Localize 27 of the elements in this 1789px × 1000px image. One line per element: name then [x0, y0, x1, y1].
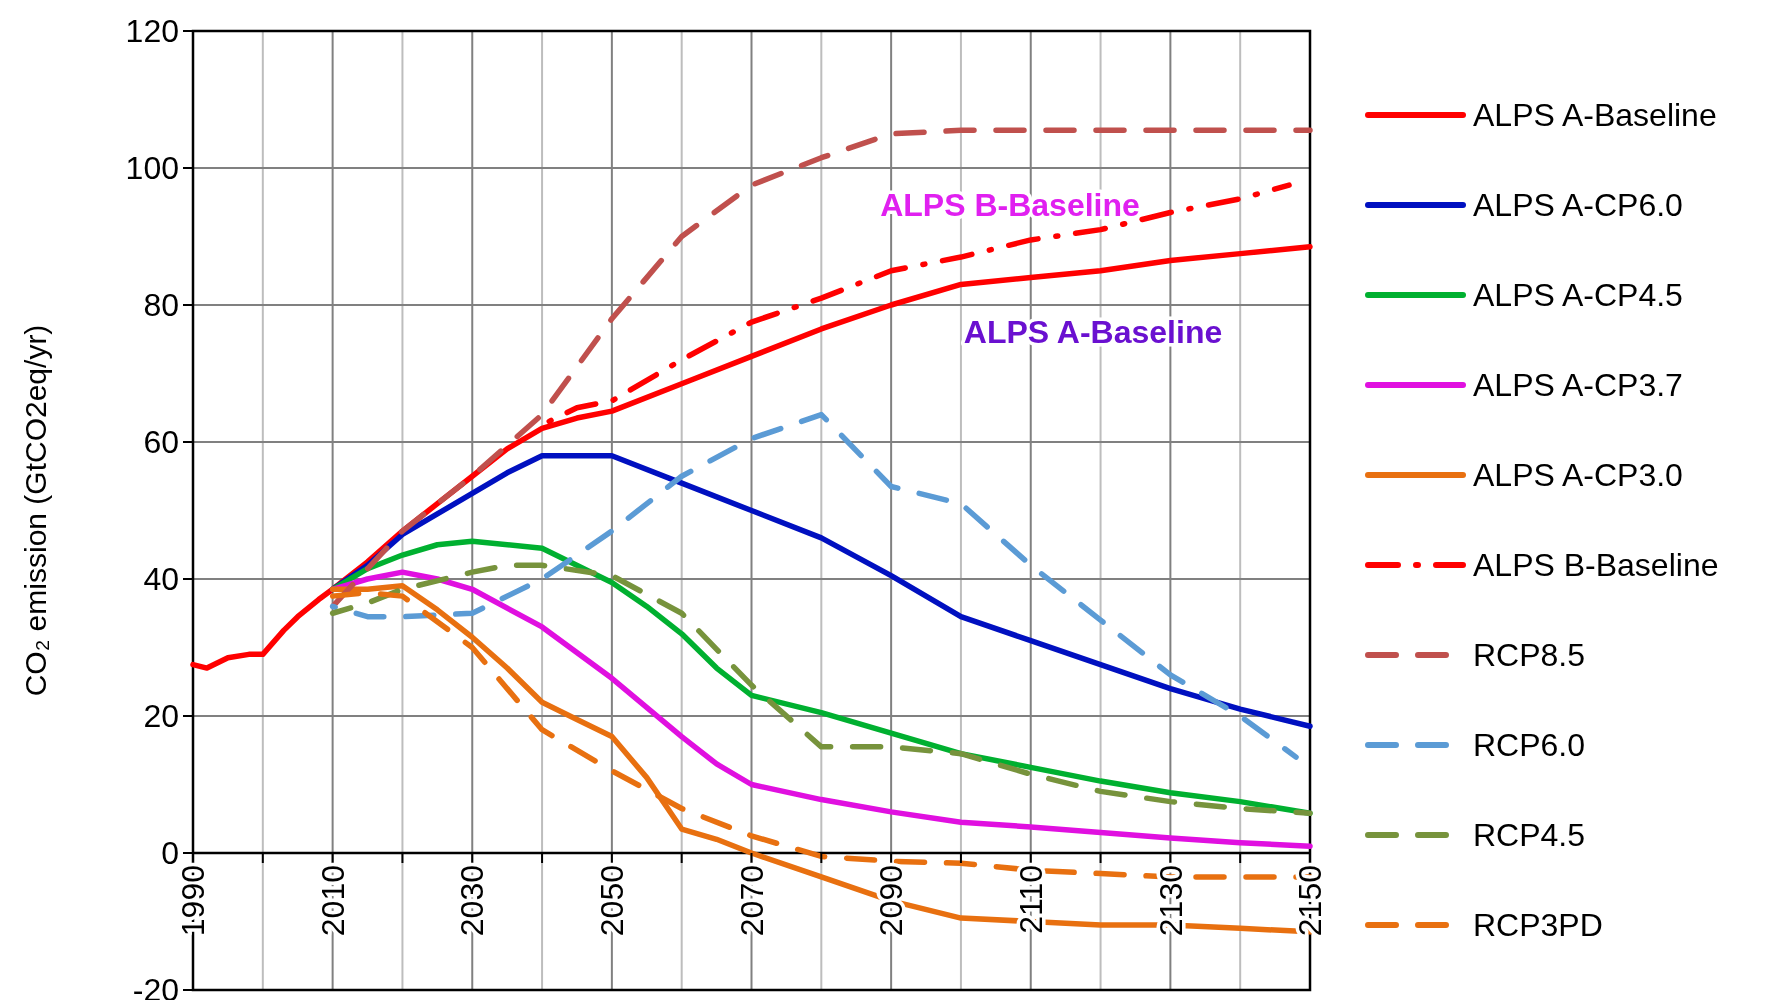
legend-label: RCP3PD [1473, 907, 1603, 944]
y-tick-label: 100 [125, 150, 179, 187]
y-tick-label: 120 [125, 13, 179, 50]
x-tick-label: 2050 [594, 865, 631, 937]
x-tick-label: 2130 [1152, 865, 1189, 937]
x-tick-label: 2150 [1292, 865, 1329, 937]
legend-label: RCP6.0 [1473, 727, 1586, 764]
legend-label: RCP8.5 [1473, 637, 1586, 674]
y-tick-label: 40 [143, 561, 179, 598]
x-tick-label: 2110 [1012, 865, 1049, 934]
legend-label: ALPS A-CP3.0 [1473, 457, 1683, 494]
y-tick-label: 0 [161, 835, 179, 872]
annotation: ALPS A-Baseline [963, 314, 1223, 351]
legend-label: ALPS B-Baseline [1473, 547, 1719, 584]
y-tick-label: 80 [143, 287, 179, 324]
x-tick-label: 2090 [873, 865, 910, 937]
legend-label: ALPS A-CP3.7 [1473, 367, 1683, 404]
x-tick-label: 2070 [733, 865, 770, 937]
y-tick-label: 60 [143, 424, 179, 461]
x-tick-label: 2030 [454, 865, 491, 937]
legend-label: ALPS A-CP6.0 [1473, 187, 1683, 224]
legend-label: RCP4.5 [1473, 817, 1586, 854]
y-tick-label: 20 [143, 698, 179, 735]
legend-label: ALPS A-CP4.5 [1473, 277, 1683, 314]
y-axis-title: CO₂ emission (GtCO2eq/yr) [19, 324, 52, 697]
legend-label: ALPS A-Baseline [1473, 97, 1717, 134]
x-tick-label: 2010 [314, 865, 351, 937]
